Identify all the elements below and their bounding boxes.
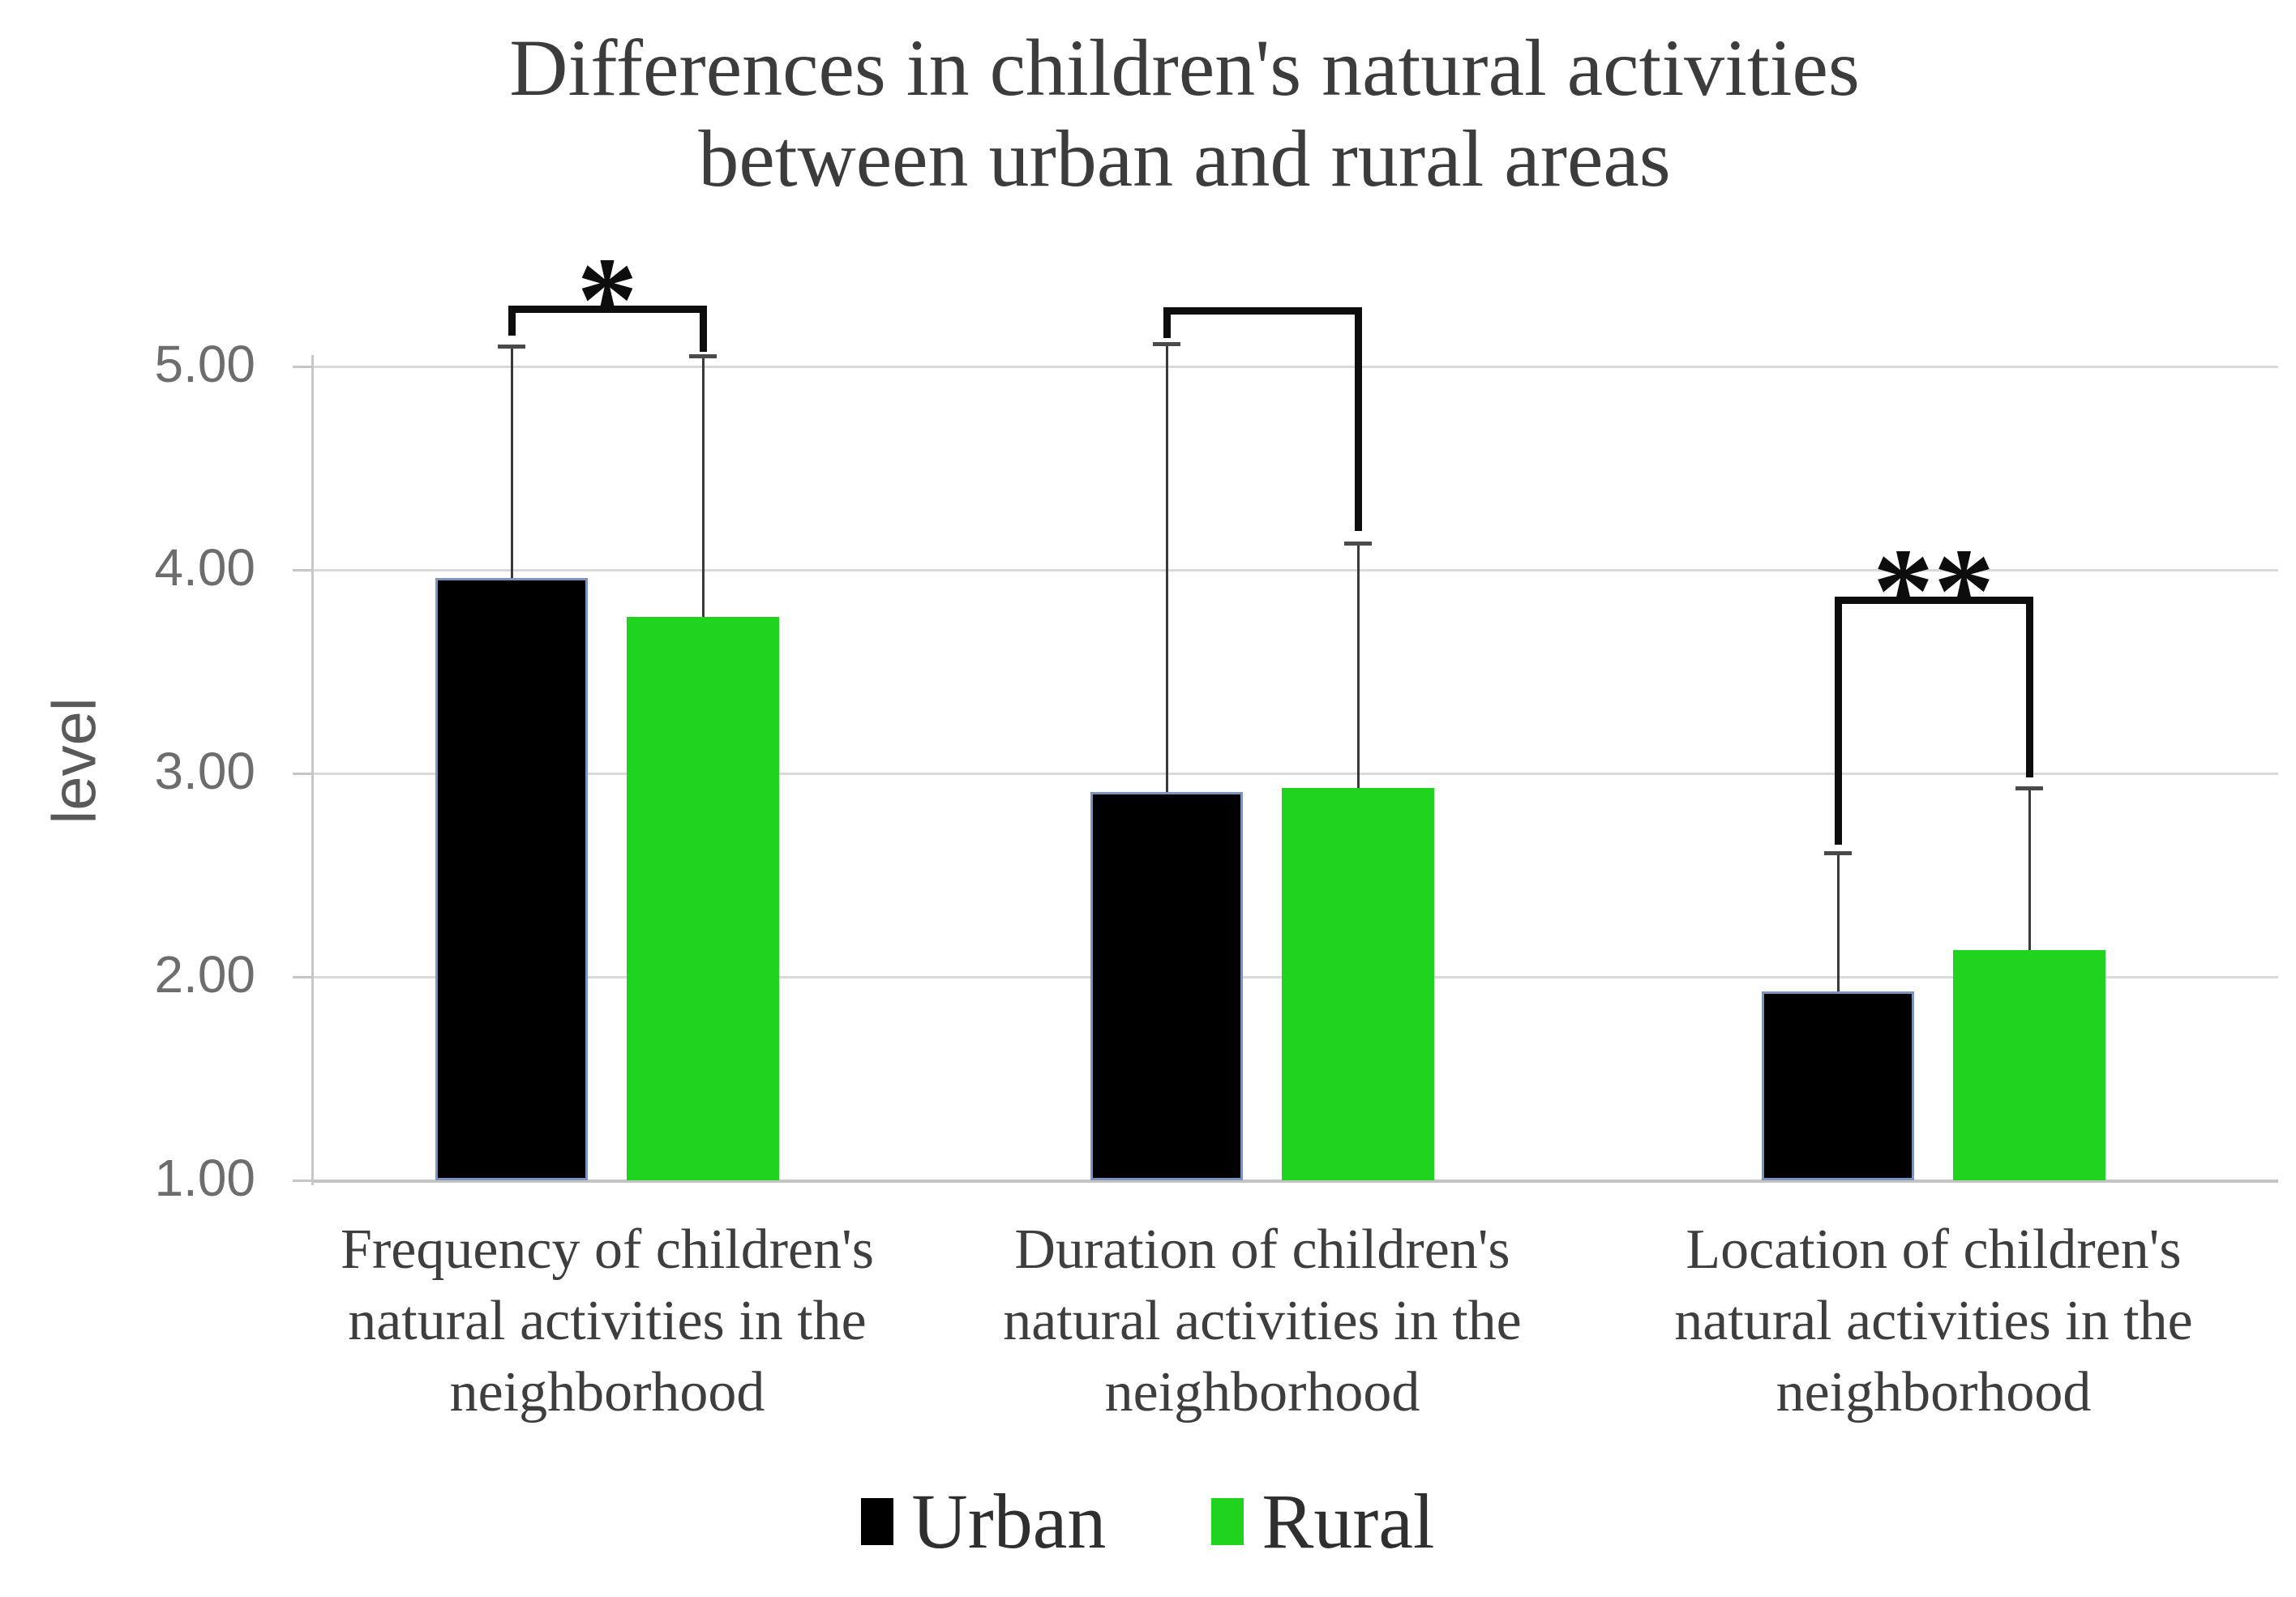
sig-bracket-right-leg-group3 <box>2025 596 2033 777</box>
legend: Urban Rural <box>0 1469 2296 1574</box>
sig-bracket-top-group1 <box>508 305 707 313</box>
chart-title: Differences in children's natural activi… <box>509 23 1860 203</box>
error-bar-cap-urban-group3 <box>1824 850 1852 855</box>
error-bar-urban-group2 <box>1165 344 1168 792</box>
y-tick-label-4.00: 4.00 <box>154 538 255 597</box>
y-tick-label-3.00: 3.00 <box>154 742 255 800</box>
y-tick-label-1.00: 1.00 <box>154 1149 255 1207</box>
bar-rural-group3 <box>1953 950 2105 1180</box>
error-bar-urban-group3 <box>1836 852 1840 991</box>
sig-bracket-left-leg-group3 <box>1834 596 1842 845</box>
bar-urban-group1 <box>435 578 588 1180</box>
gridline-1.00 <box>312 1179 2278 1183</box>
y-axis-tick-3.00 <box>293 772 312 775</box>
legend-label-rural: Rural <box>1262 1478 1435 1565</box>
y-axis-tick-1.00 <box>293 1179 312 1182</box>
category-label-group2: Duration of children's natural activitie… <box>1003 1218 1522 1424</box>
bar-rural-group2 <box>1282 787 1434 1180</box>
legend-label-urban: Urban <box>911 1478 1107 1565</box>
bar-rural-group1 <box>627 616 779 1180</box>
category-label-group3: Location of children's natural activitie… <box>1674 1218 2193 1424</box>
y-axis-tick-2.00 <box>293 975 312 978</box>
sig-bracket-top-group3 <box>1834 596 2033 604</box>
gridline-5.00 <box>312 365 2278 368</box>
y-tick-label-5.00: 5.00 <box>154 335 255 393</box>
category-label-group1: Frequency of children's natural activiti… <box>341 1218 874 1424</box>
error-bar-cap-rural-group3 <box>2015 786 2043 790</box>
legend-item-rural: Rural <box>1211 1478 1435 1565</box>
sig-bracket-right-leg-group2 <box>1354 307 1362 532</box>
error-bar-cap-urban-group1 <box>498 344 525 349</box>
error-bar-rural-group2 <box>1356 543 1360 788</box>
y-axis-tick-5.00 <box>293 365 312 368</box>
error-bar-cap-urban-group2 <box>1153 342 1180 347</box>
bar-urban-group2 <box>1090 791 1243 1180</box>
error-bar-cap-rural-group2 <box>1344 542 1372 546</box>
error-bar-rural-group3 <box>2028 787 2031 951</box>
legend-swatch-rural <box>1211 1498 1244 1545</box>
sig-bracket-right-leg-group1 <box>699 305 707 353</box>
y-axis-line <box>311 355 314 1185</box>
sig-bracket-top-group2 <box>1163 307 1362 315</box>
y-tick-label-2.00: 2.00 <box>154 945 255 1004</box>
error-bar-cap-rural-group1 <box>689 354 717 359</box>
error-bar-rural-group1 <box>701 356 705 617</box>
legend-swatch-urban <box>861 1498 894 1545</box>
gridline-4.00 <box>312 568 2278 572</box>
legend-item-urban: Urban <box>861 1483 1106 1561</box>
error-bar-urban-group1 <box>510 345 513 579</box>
significance-stars-group3: ** <box>1873 523 1994 658</box>
sig-bracket-left-leg-group2 <box>1163 307 1171 338</box>
y-axis-tick-4.00 <box>293 568 312 572</box>
significance-stars-group1: * <box>576 232 638 367</box>
gridline-3.00 <box>312 772 2278 775</box>
sig-bracket-left-leg-group1 <box>508 305 516 336</box>
bar-urban-group3 <box>1762 991 1914 1180</box>
